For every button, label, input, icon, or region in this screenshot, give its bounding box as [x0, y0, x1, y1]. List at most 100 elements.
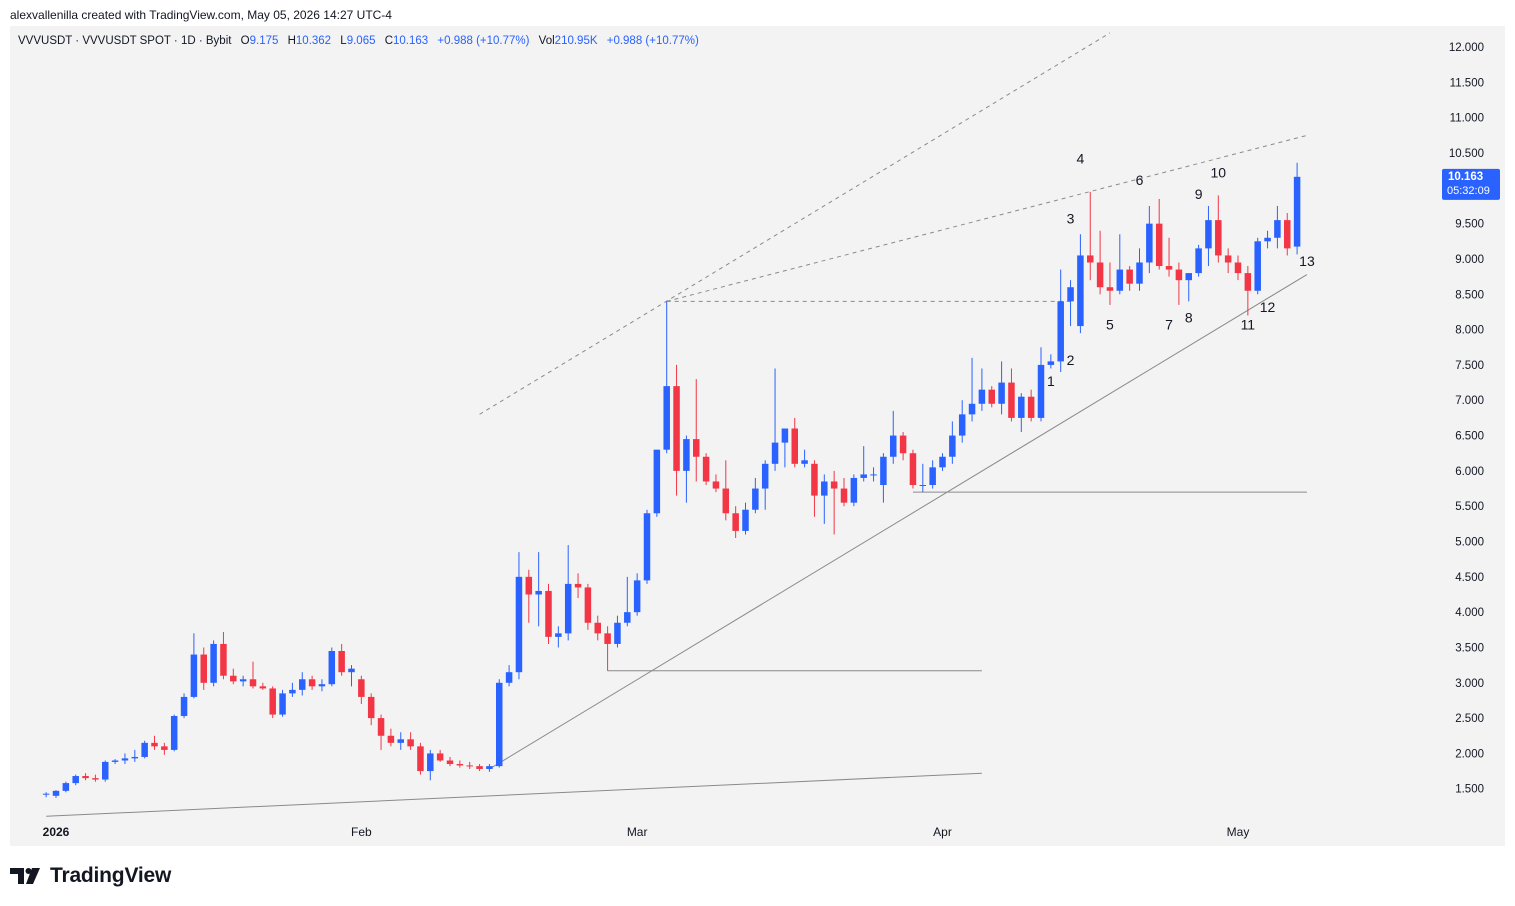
candle-body: [919, 485, 927, 487]
candle-body: [141, 742, 148, 757]
candle-body: [210, 643, 217, 683]
candle-body: [1106, 287, 1114, 291]
candle-body: [476, 766, 483, 769]
candle-body: [82, 776, 89, 779]
wave-label: 5: [1106, 317, 1114, 333]
close-label: C: [384, 35, 393, 47]
candle-body: [1096, 262, 1104, 288]
candle-body: [998, 382, 1005, 404]
candle-body: [614, 622, 621, 644]
candle-body: [259, 686, 267, 689]
candle-body: [624, 612, 631, 623]
wave-label: 8: [1185, 310, 1193, 326]
candle-body: [870, 474, 877, 476]
candle-body: [801, 460, 808, 464]
candle-body: [367, 696, 375, 719]
candle-body: [1254, 241, 1261, 291]
candle-body: [1284, 220, 1291, 249]
candle-body: [220, 643, 227, 676]
candle-body: [633, 580, 641, 613]
candle-body: [653, 449, 661, 514]
wave-label: 7: [1165, 317, 1173, 333]
candle-body: [1047, 361, 1055, 365]
y-axis-tick: 5.000: [1455, 537, 1484, 549]
candle-body: [328, 651, 336, 685]
y-axis-tick: 8.000: [1455, 325, 1484, 337]
candle-body: [358, 679, 365, 697]
candle-body: [387, 735, 395, 743]
candle-body: [180, 696, 188, 716]
candle-body: [397, 739, 404, 743]
candle-body: [436, 753, 444, 761]
candle-body: [771, 442, 779, 464]
candle-body: [466, 765, 473, 767]
candle-body: [742, 509, 749, 531]
candle-body: [92, 778, 99, 780]
y-axis-tick: 3.500: [1455, 642, 1484, 654]
y-axis-tick: 3.000: [1455, 678, 1484, 690]
candle-body: [1293, 176, 1301, 247]
candle-body: [1244, 273, 1252, 291]
wave-label: 3: [1067, 211, 1075, 227]
candle-body: [604, 633, 611, 644]
y-axis-tick: 10.500: [1449, 148, 1484, 160]
low-value: 9.065: [346, 35, 376, 47]
candle-body: [821, 481, 828, 496]
high-label: H: [287, 35, 296, 47]
y-axis-tick: 11.000: [1450, 113, 1484, 125]
candle-body: [693, 439, 700, 457]
wave-label: 6: [1136, 172, 1144, 188]
candle-body: [1126, 269, 1133, 284]
candle-body: [190, 654, 198, 697]
y-axis-tick: 9.000: [1455, 254, 1484, 266]
tradingview-logo[interactable]: TradingView: [10, 864, 171, 888]
y-axis-tick: 2.000: [1455, 748, 1484, 760]
candle-body: [594, 622, 601, 634]
candle-body: [505, 672, 513, 683]
symbol-legend: VVVUSDT · VVVUSDT SPOT · 1D · Bybit O9.1…: [18, 35, 699, 47]
candle-body: [289, 689, 296, 694]
x-axis-tick: 2026: [43, 825, 70, 839]
change-value: +0.988 (+10.77%): [437, 35, 530, 47]
candle-body: [663, 386, 670, 450]
candle-body: [949, 435, 956, 457]
candle-body: [1264, 237, 1271, 242]
candle-body: [111, 760, 119, 762]
chart-attribution: alexvallenilla created with TradingView.…: [10, 8, 392, 22]
candle-body: [62, 783, 70, 791]
y-axis-tick: 2.500: [1455, 713, 1484, 725]
symbol-name[interactable]: VVVUSDT · VVVUSDT SPOT · 1D · Bybit: [18, 35, 232, 47]
open-value: 9.175: [249, 35, 279, 47]
trendline: [46, 772, 982, 817]
candle-body: [722, 488, 730, 514]
candle-body: [978, 389, 986, 404]
x-axis-tick: Mar: [627, 825, 648, 839]
wave-label: 9: [1195, 186, 1203, 202]
candle-body: [929, 467, 936, 486]
candle-body: [988, 389, 995, 404]
candle-body: [1136, 262, 1143, 284]
candle-body: [781, 428, 789, 443]
candle-body: [673, 386, 680, 471]
candle-body: [890, 435, 897, 457]
candle-body: [860, 474, 867, 478]
y-axis-tick: 6.000: [1455, 466, 1484, 478]
candle-body: [899, 435, 907, 454]
y-axis-tick: 1.500: [1455, 784, 1484, 796]
candle-body: [1008, 382, 1015, 418]
candle-body: [1165, 266, 1173, 270]
candle-body: [269, 688, 276, 715]
chart-area[interactable]: [10, 26, 1505, 846]
candle-body: [830, 481, 838, 489]
volume-change-value: +0.988 (+10.77%): [606, 35, 699, 47]
candle-body: [1146, 223, 1153, 263]
y-axis-tick: 12.000: [1449, 42, 1484, 54]
candle-body: [1234, 262, 1242, 274]
candle-body: [1067, 287, 1074, 302]
candle-body: [279, 693, 286, 715]
candle-body: [811, 463, 818, 496]
candle-body: [545, 590, 552, 637]
x-axis-tick: Apr: [933, 825, 952, 839]
volume-label: Vol: [538, 35, 555, 47]
